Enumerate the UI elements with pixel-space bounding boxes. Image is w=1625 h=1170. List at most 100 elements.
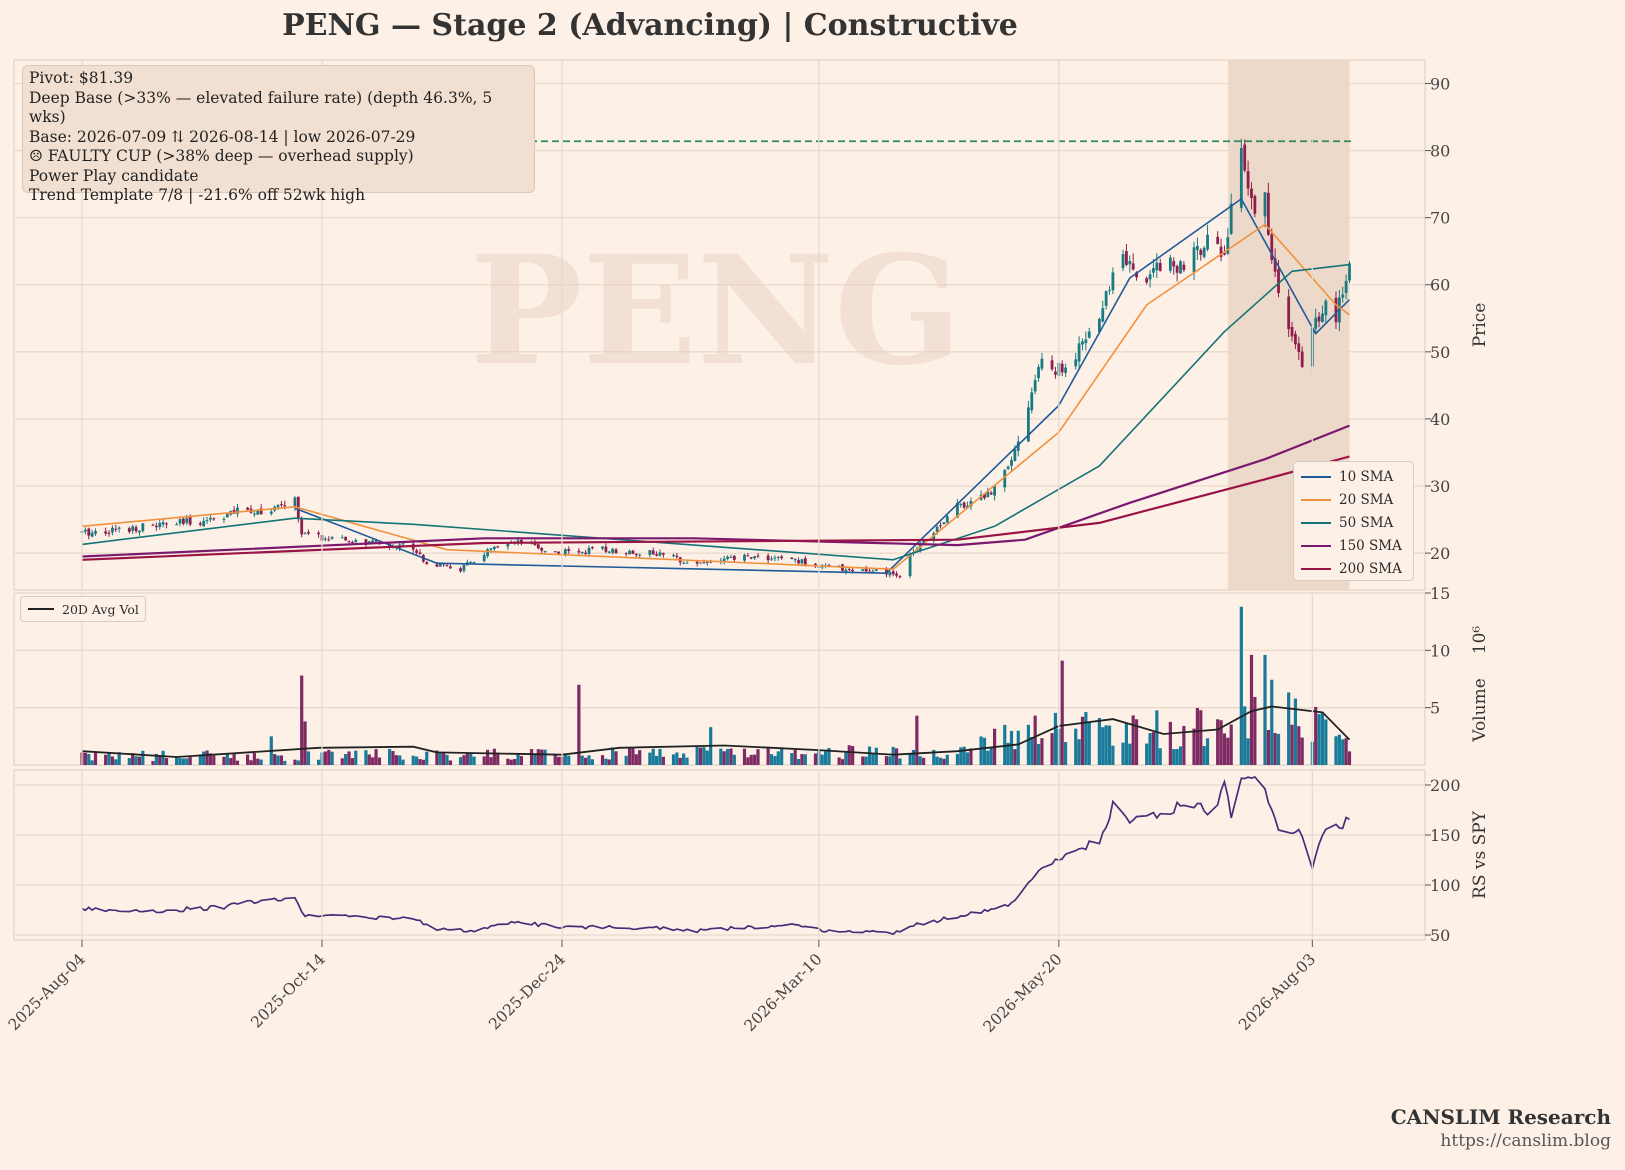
candle-body bbox=[1087, 331, 1091, 338]
brand-name: CANSLIM Research bbox=[1390, 1105, 1611, 1129]
candle-body bbox=[847, 569, 851, 571]
panel-frame bbox=[13, 592, 1426, 766]
candle-body bbox=[459, 568, 462, 572]
candle-body bbox=[776, 556, 780, 558]
volume-legend: 20D Avg Vol bbox=[20, 596, 146, 622]
volume-bar bbox=[1121, 742, 1125, 765]
candle-body bbox=[962, 502, 966, 508]
volume-bar bbox=[1003, 724, 1007, 765]
volume-bar bbox=[702, 747, 706, 765]
volume-bar bbox=[725, 748, 730, 765]
volume-bar bbox=[1273, 733, 1277, 765]
candle-body bbox=[1013, 449, 1017, 461]
volume-bar bbox=[161, 750, 165, 765]
volume-bar bbox=[864, 756, 868, 765]
volume-bar bbox=[1317, 714, 1321, 765]
volume-bar bbox=[235, 760, 240, 765]
volume-bar bbox=[347, 751, 351, 765]
volume-bar bbox=[458, 757, 463, 765]
candle-body bbox=[1226, 237, 1230, 254]
candle-body bbox=[438, 562, 442, 567]
volume-bar bbox=[1297, 726, 1301, 765]
legend-swatch bbox=[1301, 544, 1331, 547]
candle-body bbox=[300, 519, 304, 535]
legend-entry: 150 SMA bbox=[1294, 534, 1413, 557]
x-tick-label: 2026-Mar-10 bbox=[741, 950, 826, 1035]
volume-bar bbox=[1074, 728, 1078, 765]
volume-bar bbox=[1128, 743, 1132, 765]
candle-body bbox=[628, 550, 631, 555]
volume-bar bbox=[719, 748, 723, 765]
volume-bar bbox=[178, 758, 182, 765]
candle-body bbox=[158, 523, 162, 528]
candle-body bbox=[1152, 268, 1155, 273]
candle-body bbox=[1179, 261, 1182, 274]
volume-bar bbox=[1111, 745, 1115, 765]
candle-body bbox=[661, 552, 665, 555]
volume-bar bbox=[540, 749, 544, 765]
rs-line bbox=[81, 776, 1350, 936]
candle-body bbox=[154, 525, 158, 528]
volume-bar bbox=[205, 750, 209, 765]
volume-bar bbox=[398, 755, 402, 765]
volume-bar bbox=[624, 755, 628, 765]
volume-bar bbox=[127, 758, 131, 765]
candle-body bbox=[151, 524, 155, 526]
candle-body bbox=[469, 561, 473, 563]
candle-body bbox=[449, 566, 452, 569]
candle-body bbox=[256, 510, 260, 515]
candle-body bbox=[1216, 236, 1220, 244]
candle-body bbox=[702, 562, 706, 564]
candle-body bbox=[1006, 466, 1010, 469]
volume-bar bbox=[651, 748, 655, 765]
volume-bar bbox=[655, 755, 659, 765]
candle-body bbox=[175, 524, 179, 526]
volume-bar bbox=[188, 757, 192, 765]
volume-bar bbox=[844, 751, 848, 765]
volume-bar bbox=[465, 752, 469, 765]
candle-body bbox=[1054, 371, 1057, 375]
candle-body bbox=[351, 541, 354, 543]
volume-bar bbox=[861, 756, 865, 765]
volume-bar bbox=[506, 758, 510, 765]
volume-bar bbox=[1270, 679, 1274, 765]
candle-body bbox=[182, 518, 185, 524]
volume-bar bbox=[918, 756, 922, 765]
volume-bar bbox=[364, 750, 368, 765]
candle-body bbox=[1084, 339, 1088, 344]
volume-bar bbox=[296, 760, 300, 765]
volume-bar bbox=[1219, 720, 1223, 765]
legend-label: 20 SMA bbox=[1339, 491, 1394, 508]
candle-body bbox=[986, 491, 990, 498]
candle-body bbox=[188, 516, 192, 525]
volume-bar bbox=[1030, 737, 1034, 765]
candle-body bbox=[935, 526, 939, 533]
candle-body bbox=[1158, 263, 1162, 271]
volume-bar bbox=[83, 752, 87, 765]
volume-bar bbox=[1222, 733, 1227, 765]
volume-bar bbox=[87, 753, 91, 765]
candle-body bbox=[138, 530, 141, 533]
volume-bar bbox=[1246, 738, 1250, 765]
candle-body bbox=[317, 532, 320, 535]
volume-bar bbox=[181, 758, 185, 765]
candle-body bbox=[344, 536, 348, 541]
candle-body bbox=[462, 564, 466, 571]
volume-bar bbox=[965, 752, 970, 765]
candle-body bbox=[1297, 343, 1301, 353]
volume-bar bbox=[922, 757, 926, 765]
candle-body bbox=[212, 518, 216, 520]
candle-body bbox=[827, 564, 831, 566]
volume-bar bbox=[371, 757, 375, 765]
legend-entry: 50 SMA bbox=[1294, 511, 1413, 534]
candle-body bbox=[1016, 441, 1020, 451]
candle-body bbox=[587, 547, 591, 554]
y-tick-label: 50 bbox=[1430, 926, 1450, 945]
candle-body bbox=[496, 546, 500, 548]
candle-body bbox=[1155, 262, 1159, 271]
volume-bar bbox=[766, 746, 770, 765]
candle-body bbox=[1250, 188, 1253, 198]
volume-bar bbox=[1006, 742, 1010, 765]
volume-bar bbox=[705, 750, 709, 765]
brand-url: https://canslim.blog bbox=[1440, 1131, 1611, 1151]
